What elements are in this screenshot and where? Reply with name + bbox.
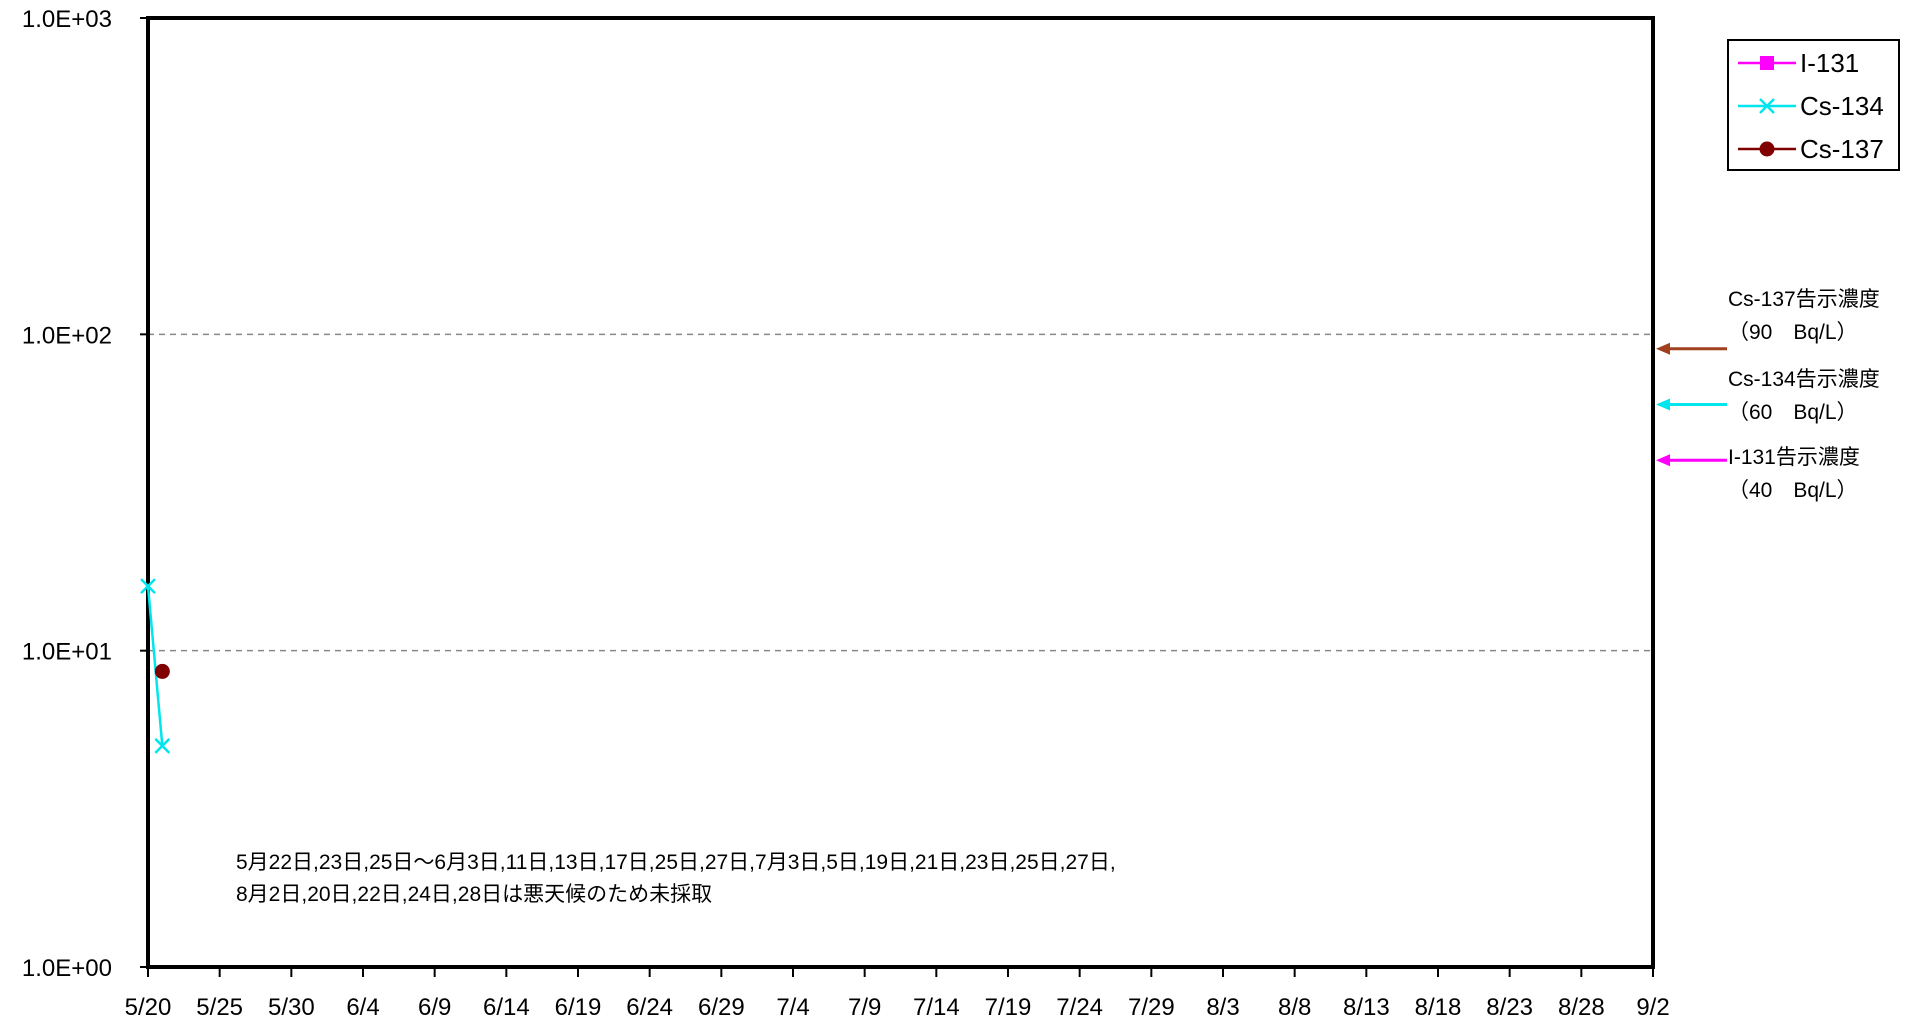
x-tick-label: 6/19 <box>555 994 602 1019</box>
x-tick-label: 8/8 <box>1278 994 1311 1019</box>
x-tick-label: 6/9 <box>418 994 451 1019</box>
series-line-cs-134 <box>146 585 164 747</box>
legend-label-cs-134: Cs-134 <box>1800 91 1884 121</box>
reference-value-label: （90 Bq/L） <box>1728 321 1858 344</box>
reference-value-label: （40 Bq/L） <box>1728 479 1858 502</box>
x-tick-label: 7/19 <box>985 994 1032 1019</box>
legend-label-cs-137: Cs-137 <box>1800 134 1884 164</box>
annotation-line-1: 5月22日,23日,25日～6月3日,11日,13日,17日,25日,27日,7… <box>236 851 1116 874</box>
x-tick-label: 8/23 <box>1486 994 1533 1019</box>
data-point-cs-134 <box>140 578 156 594</box>
legend-marker-cs-137 <box>1759 141 1775 157</box>
x-tick-label: 9/2 <box>1636 994 1669 1019</box>
x-tick-label: 7/4 <box>776 994 809 1019</box>
x-tick-label: 5/20 <box>125 994 172 1019</box>
annotation-line-2: 8月2日,20日,22日,24日,28日は悪天候のため未採取 <box>236 883 712 906</box>
legend-marker-cs-134 <box>1759 98 1775 114</box>
reference-label: Cs-134告示濃度 <box>1728 368 1880 391</box>
reference-arrow-head <box>1656 398 1670 411</box>
reference-value-label: （60 Bq/L） <box>1728 401 1858 424</box>
y-tick-label: 1.0E+01 <box>22 639 112 666</box>
gridlines <box>148 333 1653 652</box>
reference-arrow-head <box>1656 342 1670 355</box>
x-tick-label: 8/28 <box>1558 994 1605 1019</box>
y-tick-label: 1.0E+02 <box>22 322 112 349</box>
x-tick-label: 7/24 <box>1056 994 1103 1019</box>
x-tick-label: 8/3 <box>1206 994 1239 1019</box>
y-axis-ticks: 1.0E+00 1.0E+01 1.0E+02 1.0E+03 <box>22 6 148 982</box>
legend: I-131 Cs-134 Cs-137 <box>1727 39 1900 171</box>
legend-label-i-131: I-131 <box>1800 48 1859 78</box>
y-tick-label: 1.0E+03 <box>22 6 112 33</box>
plot-area-frame <box>146 16 1655 969</box>
x-tick-label: 7/9 <box>848 994 881 1019</box>
reference-label: I-131告示濃度 <box>1728 446 1860 469</box>
reference-levels: Cs-137告示濃度 （90 Bq/L） Cs-134告示濃度 （60 Bq/L） I-… <box>1656 288 1880 502</box>
reference-arrow-head <box>1656 454 1670 467</box>
x-tick-label: 7/29 <box>1128 994 1175 1019</box>
x-tick-label: 6/4 <box>346 994 379 1019</box>
x-tick-label: 6/24 <box>626 994 673 1019</box>
x-tick-label: 8/13 <box>1343 994 1390 1019</box>
annotation-note: 5月22日,23日,25日～6月3日,11日,13日,17日,25日,27日,7… <box>236 851 1116 906</box>
data-point-cs-134 <box>154 738 171 754</box>
x-tick-label: 8/18 <box>1415 994 1462 1019</box>
y-tick-label: 1.0E+00 <box>22 955 112 982</box>
data-point-cs-137 <box>154 663 170 679</box>
x-tick-label: 5/30 <box>268 994 315 1019</box>
series-layer <box>140 578 171 754</box>
x-tick-label: 6/29 <box>698 994 745 1019</box>
x-tick-label: 6/14 <box>483 994 530 1019</box>
x-tick-label: 5/25 <box>196 994 243 1019</box>
x-tick-label: 7/14 <box>913 994 960 1019</box>
x-axis-ticks: 5/20 5/25 5/30 6/4 6/9 6/14 6/19 6/24 6/29 7/4 7/9… <box>125 967 1670 1019</box>
legend-marker-i-131 <box>1760 56 1774 70</box>
reference-label: Cs-137告示濃度 <box>1728 288 1880 311</box>
